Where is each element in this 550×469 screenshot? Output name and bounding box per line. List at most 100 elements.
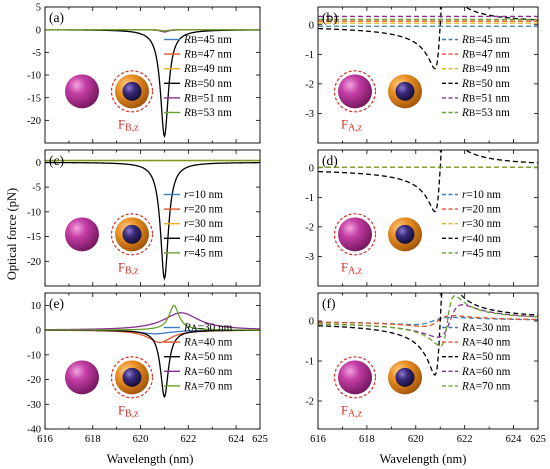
plot-frame: [317, 149, 539, 287]
sphere-a: [65, 74, 99, 109]
series-group: [318, 293, 538, 376]
force-label: FA,z: [341, 117, 363, 133]
y-tick-label: -20: [27, 116, 41, 127]
legend-entry: RA=60 nm: [183, 366, 233, 378]
sphere-b-core: [395, 224, 415, 244]
legend-entry: r=45 nm: [184, 247, 223, 259]
y-tick-label: 0: [36, 158, 41, 169]
y-tick-label: -5: [32, 48, 41, 59]
legend-entry: RA=40 nm: [461, 337, 511, 349]
legend-entry: RB=53 nm: [461, 107, 510, 119]
y-tick-label: 0: [309, 317, 314, 328]
y-tick-label: 0: [309, 163, 314, 174]
panel-f: 616 618 620 622 624 625 0 -1 -2 (f) RA=30 nm RA=40 …: [305, 292, 546, 445]
legend-entry: RB=47 nm: [183, 49, 232, 61]
series-line-black: [45, 161, 260, 281]
legend-entry: RB=49 nm: [461, 63, 510, 75]
series-line-black: [318, 293, 538, 376]
series-line-green: [45, 29, 260, 32]
y-tick-label: -10: [27, 350, 41, 361]
plot-frame: [44, 149, 261, 287]
legend-entry: RB=45 nm: [183, 34, 232, 46]
force-label: FB,z: [118, 403, 139, 419]
legend-entry: RB=53 nm: [183, 107, 232, 119]
plot-frame: [44, 6, 261, 144]
force-highlight-ring: [333, 356, 377, 399]
x-tick-label: 624: [506, 434, 523, 445]
series-line-green: [45, 304, 260, 331]
legend-entry: RA=50 nm: [461, 351, 511, 363]
series-group: [45, 29, 260, 139]
y-tick-label: 5: [36, 3, 41, 14]
y-tick-label: -20: [27, 375, 41, 386]
force-highlight-ring: [333, 70, 377, 113]
y-tick-label: -5: [32, 183, 41, 194]
force-highlight-ring: [110, 70, 154, 113]
legend-entry: r=10 nm: [184, 189, 223, 201]
x-tick-label: 616: [37, 434, 53, 445]
y-tick-label: -1: [305, 357, 314, 368]
sphere-b-core: [395, 367, 415, 387]
legend-entry: RA=70 nm: [183, 380, 233, 392]
sphere-a: [65, 217, 99, 252]
x-tick-label: 618: [359, 434, 375, 445]
sphere-illustration: [65, 213, 154, 256]
y-tick-label: -10: [27, 71, 41, 82]
force-label: FB,z: [118, 117, 139, 133]
legend-entry: RA=30 nm: [461, 322, 511, 334]
legend-entry: RA=50 nm: [183, 351, 233, 363]
sphere-b-core: [122, 81, 142, 101]
x-tick-label: 616: [310, 434, 326, 445]
y-tick-label: -15: [27, 93, 41, 104]
force-highlight-ring: [110, 356, 154, 399]
y-tick-label: 0: [36, 326, 41, 337]
series-line-red: [318, 314, 538, 328]
x-tick-label: 618: [85, 434, 101, 445]
x-axis-label-left: Wavelength (nm): [107, 452, 194, 466]
legend-entry: RB=50 nm: [183, 78, 232, 90]
legend-entry: RB=51 nm: [461, 92, 510, 104]
x-tick-label: 624: [228, 434, 245, 445]
legend-entry: RB=47 nm: [461, 49, 510, 61]
panel-label: (d): [322, 153, 338, 168]
sphere-a: [338, 74, 372, 109]
legend-entry: r=40 nm: [184, 233, 223, 245]
sphere-b-core: [122, 224, 142, 244]
legend-entry: r=10 nm: [462, 189, 501, 201]
sphere-illustration: [333, 70, 422, 113]
series-group: [318, 150, 538, 213]
panel-a: 5 0 -5 -10 -15 -20 (a) RB=45 nm RB=47 nm RB=49 nm…: [27, 3, 261, 144]
y-tick-label: -3: [305, 252, 314, 263]
x-tick-label: 620: [408, 434, 424, 445]
y-axis-label: Optical force (pN): [5, 188, 19, 280]
y-tick-label: 10: [31, 301, 42, 312]
y-tick-label: -20: [27, 257, 41, 268]
series-line-black: [318, 150, 538, 213]
series-group: [318, 7, 538, 70]
force-highlight-ring: [110, 213, 154, 256]
panel-label: (c): [49, 153, 64, 168]
y-tick-label: -30: [27, 400, 41, 411]
y-tick-label: -40: [27, 425, 41, 436]
panel-label: (e): [49, 296, 64, 311]
legend-entry: RB=45 nm: [461, 34, 510, 46]
series-line-black: [318, 7, 538, 70]
legend-entry: r=45 nm: [462, 247, 501, 259]
plot-frame: [317, 6, 539, 144]
legend-entry: r=20 nm: [184, 204, 223, 216]
sphere-illustration: [333, 356, 422, 399]
legend-entry: RA=70 nm: [461, 380, 511, 392]
series-line-green: [318, 295, 538, 347]
legend-entry: RA=40 nm: [183, 337, 233, 349]
plot-frame: [44, 292, 261, 430]
panel-label: (a): [49, 10, 64, 25]
legend-entry: RA=30 nm: [183, 322, 233, 334]
y-tick-label: -10: [27, 207, 41, 218]
y-tick-label: -1: [305, 193, 314, 204]
series-line-purple: [45, 312, 260, 331]
sphere-illustration: [65, 356, 154, 399]
force-label: FA,z: [341, 260, 363, 276]
y-tick-label: -2: [305, 79, 314, 90]
sphere-a: [338, 360, 372, 395]
